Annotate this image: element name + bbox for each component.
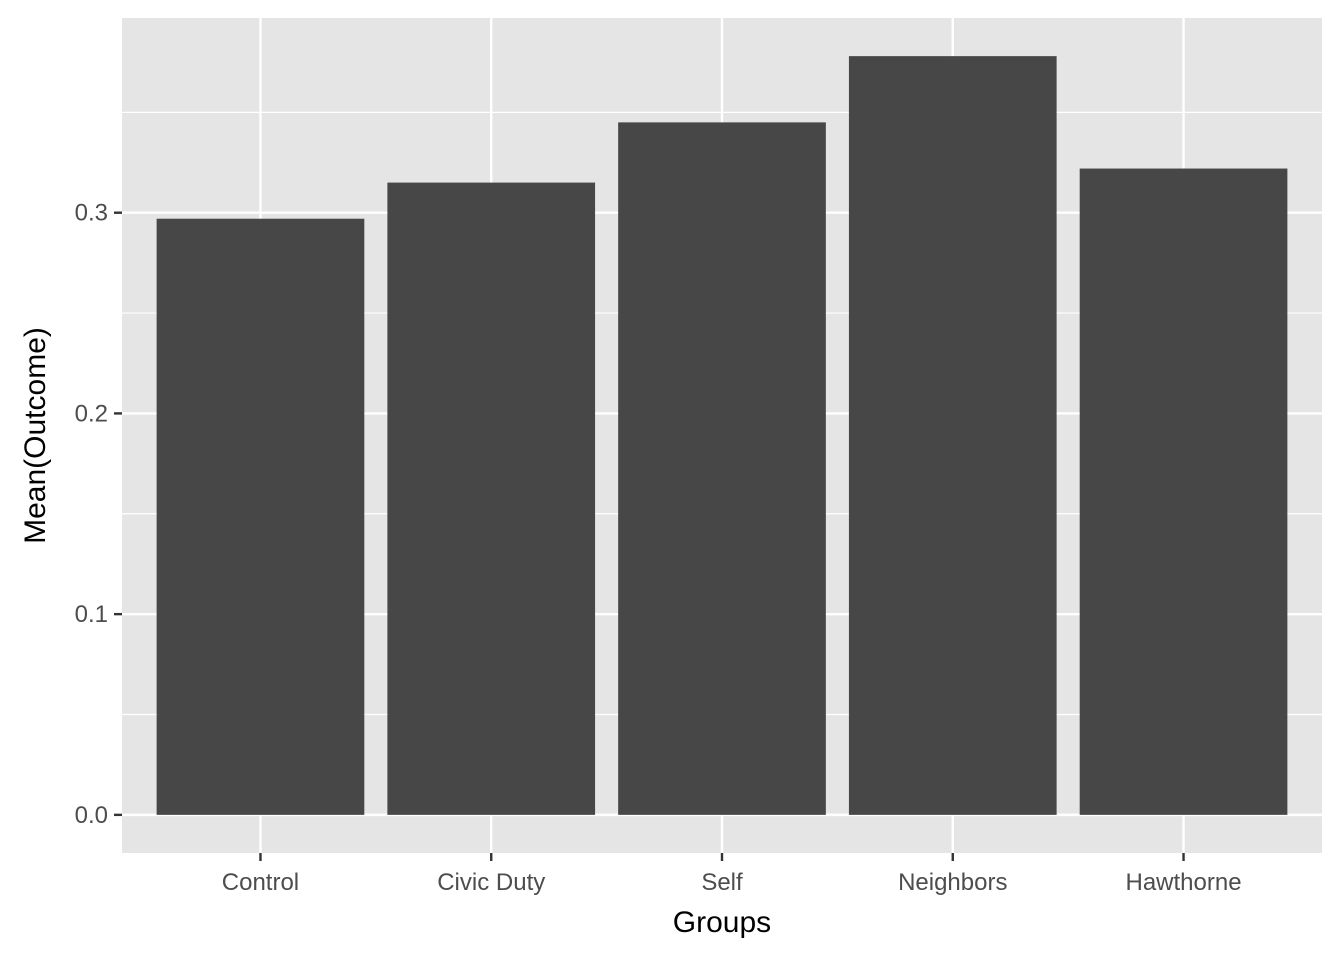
bar-control: [156, 218, 365, 815]
x-tick-label: Self: [701, 869, 743, 896]
x-tick-label: Control: [222, 869, 299, 896]
y-tick-label: 0.1: [75, 601, 108, 628]
x-tick-label: Neighbors: [898, 869, 1007, 896]
y-tick-label: 0.0: [75, 802, 108, 829]
y-axis-title: Mean(Outcome): [19, 327, 52, 544]
x-axis-title: Groups: [673, 906, 771, 939]
y-tick-label: 0.2: [75, 400, 108, 427]
y-tick-label: 0.3: [75, 200, 108, 227]
bar-hawthorne: [1079, 168, 1288, 815]
bar-self: [618, 122, 826, 815]
x-axis: Control Civic Duty Self Neighbors Hawthorne: [222, 853, 1242, 896]
bar-civic-duty: [387, 182, 596, 815]
y-axis: 0.0 0.1 0.2 0.3: [75, 200, 122, 829]
bar-neighbors: [848, 56, 1057, 815]
x-tick-label: Civic Duty: [437, 869, 545, 896]
x-tick-label: Hawthorne: [1126, 869, 1242, 896]
bars: [156, 56, 1288, 815]
